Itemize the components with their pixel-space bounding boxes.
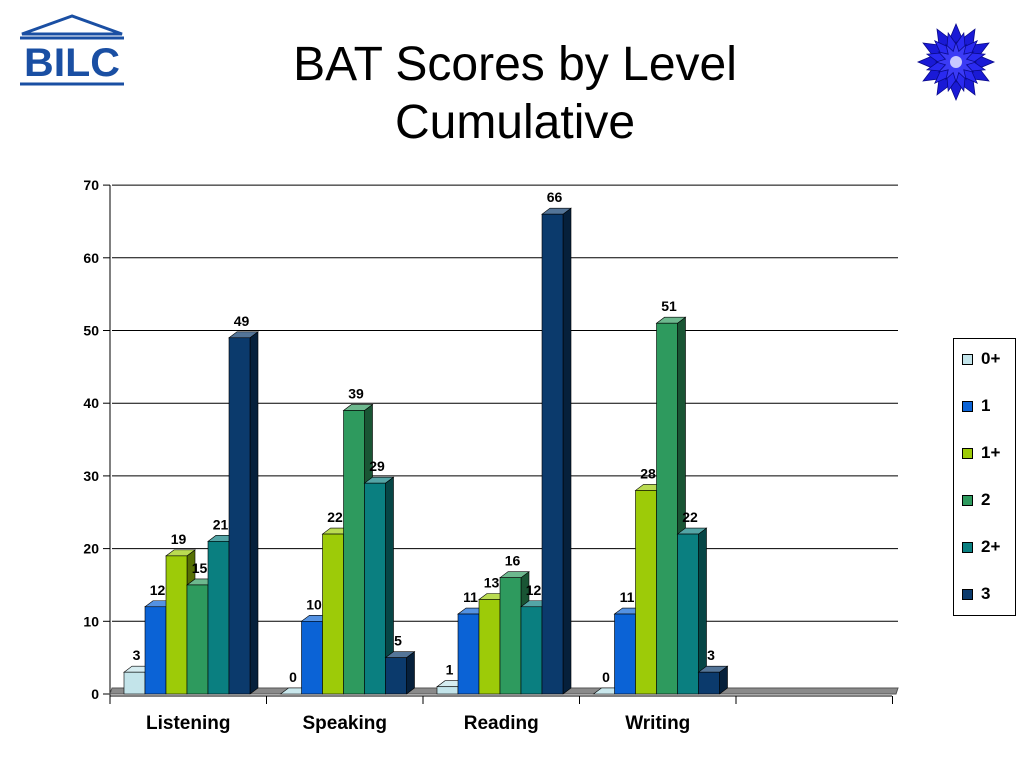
bilc-logo-text: BILC: [24, 41, 120, 85]
bar: [635, 490, 657, 695]
data-label: 49: [234, 313, 250, 329]
data-label: 21: [213, 516, 229, 532]
data-label: 3: [133, 647, 141, 663]
bar: [436, 686, 459, 695]
title-line-1: BAT Scores by Level: [293, 38, 737, 91]
bar: [677, 533, 699, 695]
legend-item: 0+: [962, 349, 1000, 369]
legend-item: 2+: [962, 537, 1000, 557]
x-category-label: Listening: [146, 713, 230, 734]
data-label: 0: [289, 669, 297, 685]
data-label: 66: [547, 189, 563, 205]
legend-item: 1+: [962, 443, 1000, 463]
legend-swatch: [962, 447, 973, 459]
bar: [698, 671, 720, 695]
data-label: 1: [446, 662, 454, 678]
legend-item: 1: [962, 396, 990, 416]
bar: [457, 613, 480, 695]
data-label: 51: [661, 298, 677, 314]
data-label: 39: [348, 385, 364, 401]
data-label: 19: [171, 531, 187, 547]
legend-label: 2: [981, 490, 991, 509]
legend-item: 3: [962, 584, 990, 604]
bar: [541, 213, 564, 695]
legend-label: 1: [981, 396, 991, 415]
data-label: 12: [526, 582, 542, 598]
bar: [478, 599, 501, 695]
data-label: 11: [620, 589, 635, 605]
bar: [207, 541, 230, 695]
bar: [385, 657, 407, 695]
y-tick-label: 30: [83, 468, 99, 484]
data-label: 10: [306, 596, 322, 612]
y-tick-label: 60: [83, 250, 99, 266]
legend-item: 2: [962, 490, 990, 510]
bar: [301, 620, 323, 695]
legend-swatch: [962, 400, 973, 412]
legend-swatch: [962, 353, 973, 365]
bar: [186, 584, 209, 695]
legend-swatch: [962, 541, 973, 553]
x-category-label: Speaking: [303, 713, 387, 734]
bar-side: [562, 207, 572, 695]
data-label: 13: [484, 574, 500, 590]
data-label: 16: [505, 553, 521, 569]
legend-label: 3: [981, 584, 991, 603]
legend-label: 2+: [981, 537, 1001, 556]
y-tick-label: 0: [91, 686, 99, 702]
x-category-label: Writing: [625, 713, 690, 734]
legend-label: 0+: [981, 349, 1001, 368]
legend-label: 1+: [981, 443, 1001, 462]
slide-title: BAT Scores by Level Cumulative: [160, 36, 870, 152]
data-label: 22: [327, 509, 343, 525]
bar-side: [406, 651, 415, 695]
data-label: 12: [150, 582, 166, 598]
data-label: 22: [682, 509, 698, 525]
legend-swatch: [962, 494, 973, 506]
y-tick-label: 70: [83, 177, 99, 193]
legend-swatch: [962, 588, 973, 600]
y-tick-label: 50: [83, 323, 99, 339]
bar-side: [249, 331, 259, 695]
y-tick-label: 20: [83, 541, 99, 557]
bar: [520, 606, 543, 695]
data-label: 15: [192, 560, 208, 576]
data-label: 0: [602, 669, 610, 685]
x-category-label: Reading: [464, 713, 539, 734]
bar: [364, 482, 386, 695]
star-emblem-icon: [916, 22, 996, 102]
bar: [228, 337, 251, 695]
bilc-logo: BILC: [16, 14, 128, 90]
data-label: 5: [394, 633, 402, 649]
data-label: 28: [640, 465, 656, 481]
bar: [123, 671, 146, 695]
bar: [343, 410, 365, 695]
bar: [144, 606, 167, 695]
bar: [614, 613, 636, 695]
bar: [656, 322, 678, 695]
y-tick-label: 40: [83, 395, 99, 411]
chart-legend: 0+ 1 1+ 2 2+ 3: [953, 338, 1016, 616]
data-label: 11: [463, 589, 478, 605]
bar: [165, 555, 188, 695]
title-line-2: Cumulative: [394, 96, 636, 149]
data-label: 3: [707, 647, 715, 663]
y-tick-label: 10: [83, 613, 99, 629]
bar: [322, 533, 344, 695]
bar: [499, 577, 522, 695]
data-label: 29: [369, 458, 385, 474]
